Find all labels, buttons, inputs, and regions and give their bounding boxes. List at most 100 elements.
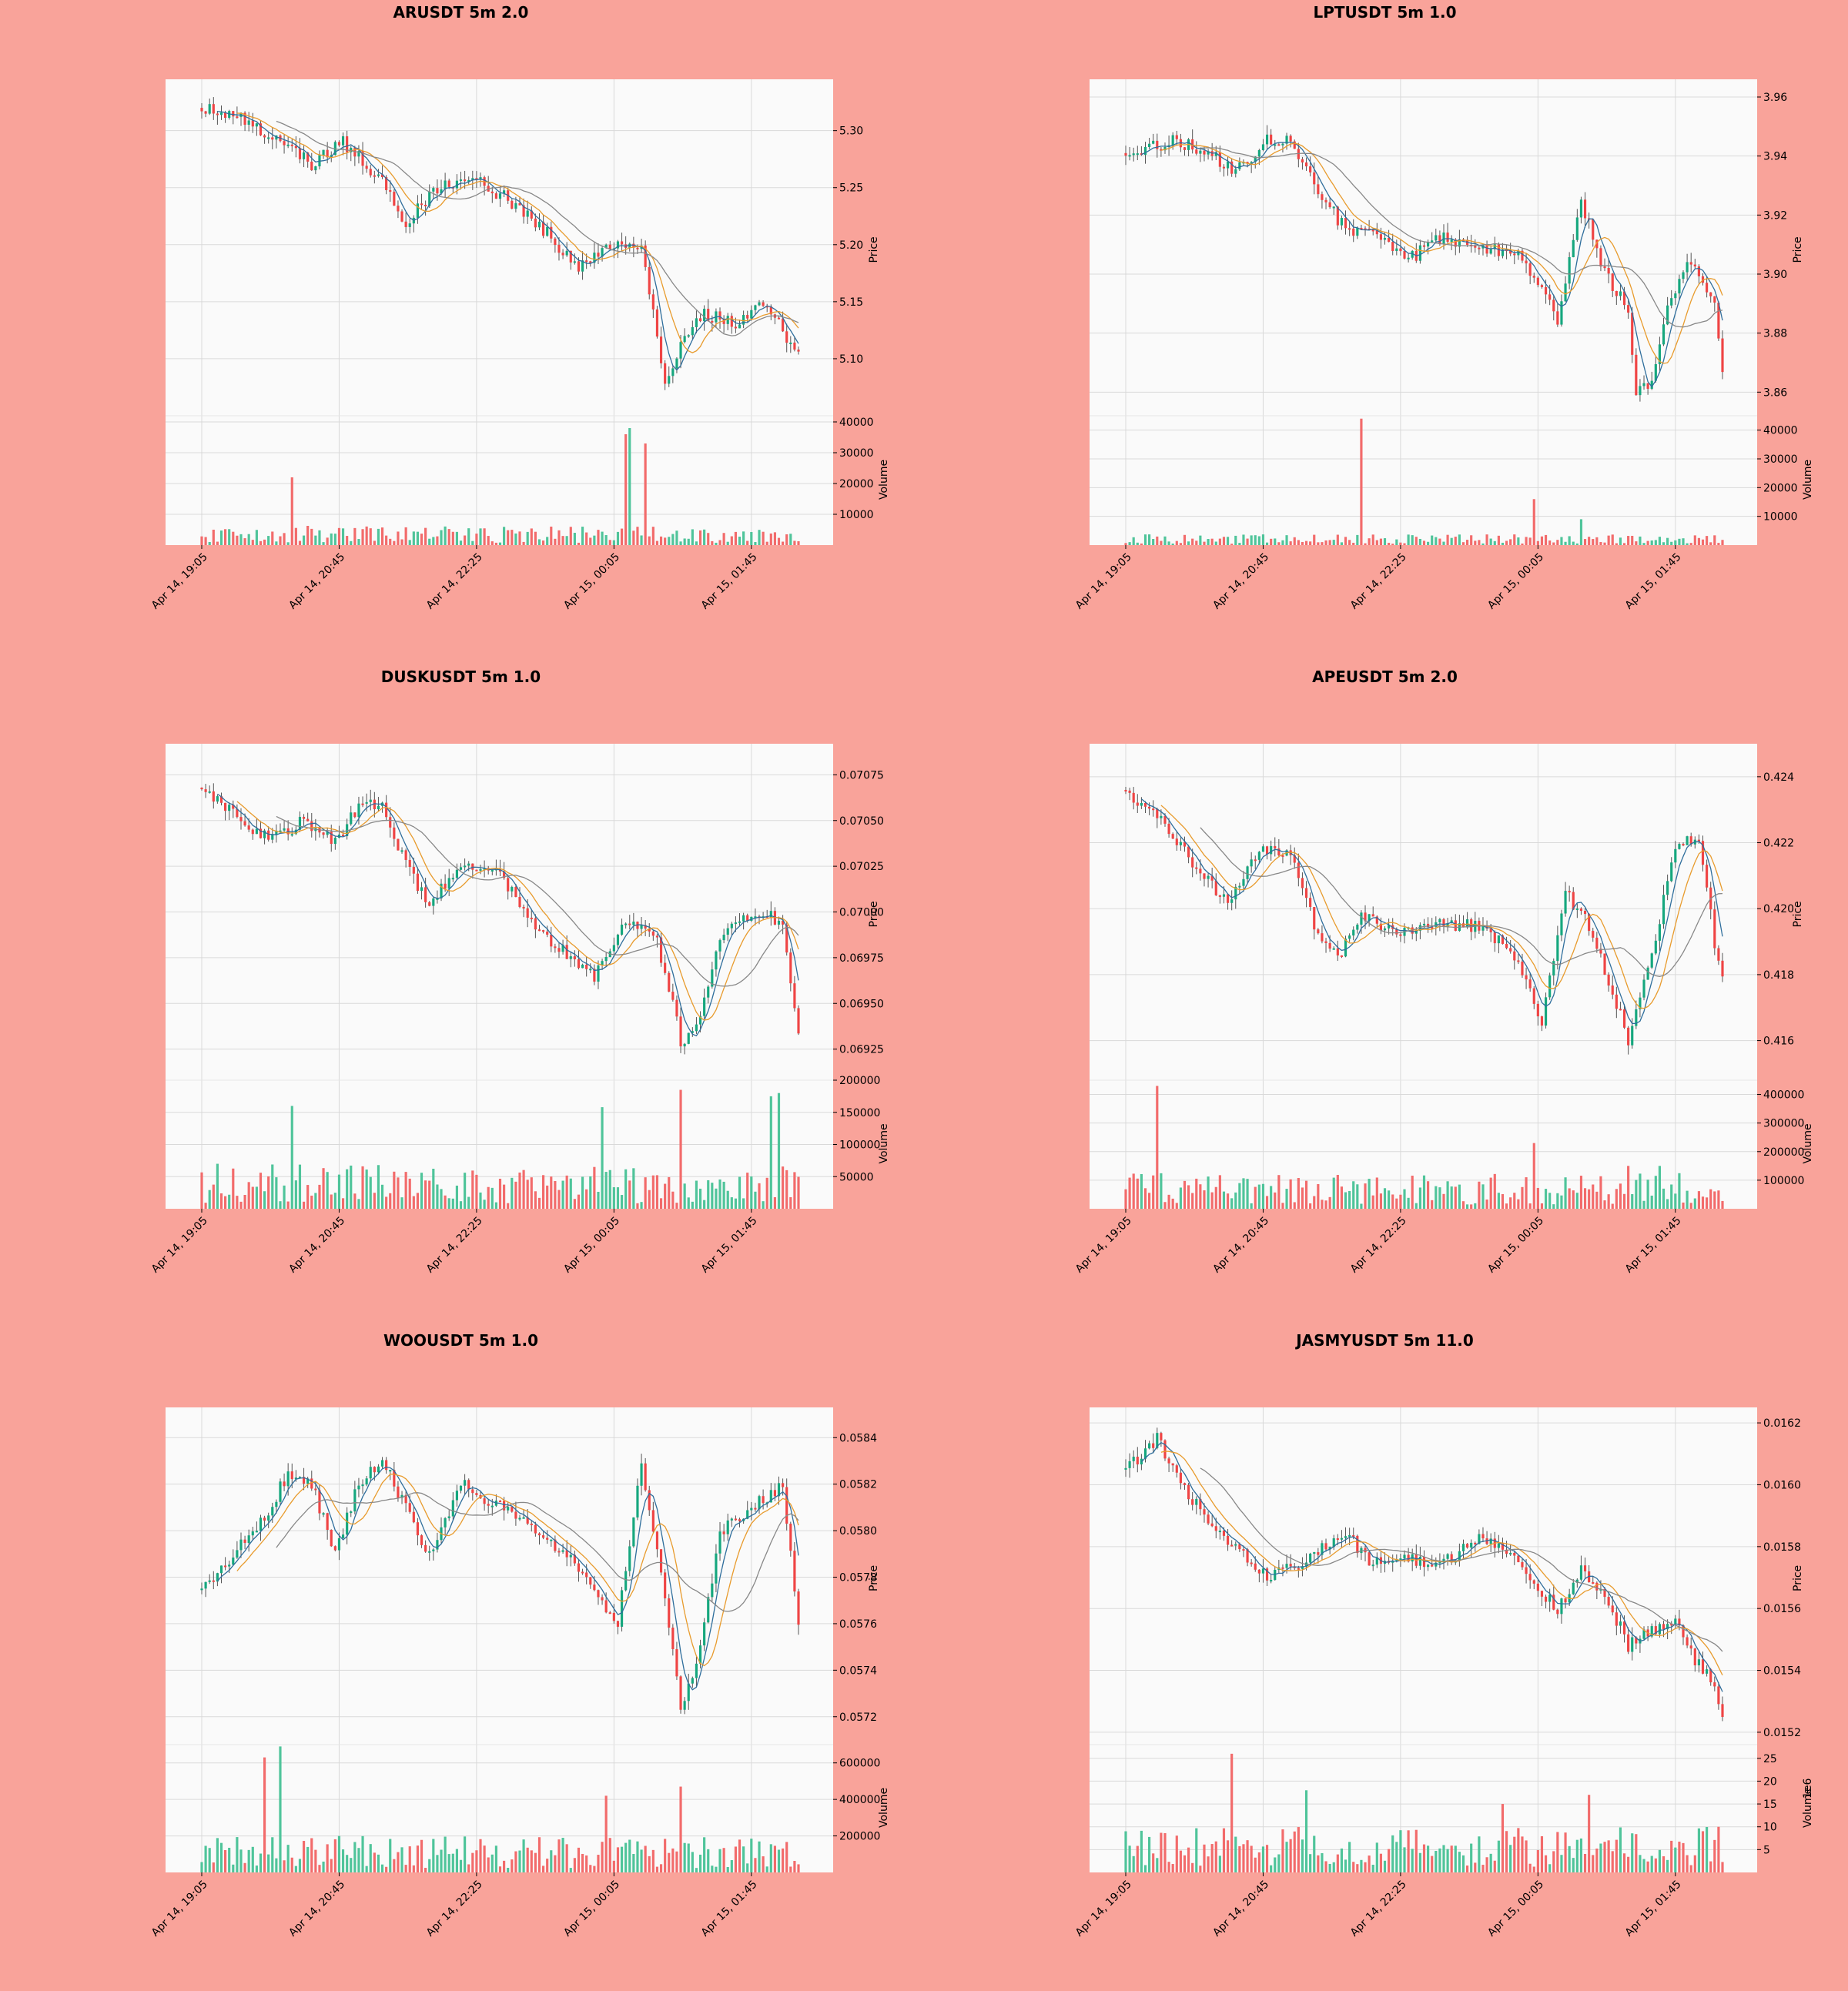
- volume-bar: [742, 1198, 745, 1209]
- candle-body: [546, 931, 549, 935]
- candle-body: [200, 1588, 203, 1591]
- candle-body: [232, 1558, 235, 1565]
- volume-bar: [1340, 542, 1344, 545]
- volume-bar: [561, 536, 564, 545]
- volume-bar: [1639, 1855, 1642, 1872]
- volume-tick-label: 400000: [1763, 1089, 1804, 1102]
- volume-bar: [1360, 1203, 1363, 1209]
- candle-body: [695, 318, 698, 327]
- candle-body: [1658, 1624, 1662, 1635]
- candle-body: [620, 924, 624, 935]
- volume-bar: [1509, 1197, 1512, 1209]
- candle-body: [1548, 1594, 1552, 1602]
- volume-bar: [651, 527, 654, 545]
- candle-body: [1368, 228, 1371, 230]
- volume-bar: [664, 1839, 667, 1872]
- candle-body: [298, 1477, 302, 1479]
- candle-body: [648, 1490, 651, 1511]
- candle-body: [628, 243, 631, 249]
- candle-body: [259, 1518, 263, 1531]
- candle-body: [589, 261, 592, 263]
- candle-body: [1230, 161, 1234, 174]
- volume-tick-label: 400000: [839, 1794, 880, 1806]
- volume-bar: [577, 1847, 581, 1872]
- candle-body: [698, 1645, 702, 1664]
- candle-body: [722, 319, 725, 324]
- volume-bar: [1442, 541, 1445, 545]
- candle-body: [1321, 933, 1324, 942]
- candle-body: [640, 1463, 643, 1486]
- volume-bar: [494, 542, 497, 545]
- candle-body: [397, 206, 400, 212]
- volume-bar: [1599, 542, 1602, 545]
- volume-bar: [1540, 536, 1544, 545]
- candle-body: [1517, 960, 1520, 962]
- volume-bar: [247, 1849, 250, 1872]
- candle-body: [416, 203, 420, 218]
- moving-average-line: [216, 1466, 799, 1691]
- candle-body: [369, 1467, 372, 1479]
- volume-bar: [314, 535, 317, 545]
- volume-bar: [216, 1838, 219, 1872]
- volume-bar: [483, 1845, 486, 1872]
- candle-body: [597, 253, 600, 257]
- candle-body: [436, 1540, 439, 1550]
- volume-bar: [785, 1170, 788, 1209]
- volume-bar: [1697, 1191, 1700, 1209]
- candle-body: [651, 1510, 654, 1532]
- volume-bar: [1301, 1187, 1304, 1209]
- volume-bar: [675, 530, 678, 545]
- x-tick-label: Apr 15, 00:05: [1485, 551, 1546, 612]
- candle-body: [1564, 283, 1567, 302]
- volume-bar: [267, 1176, 270, 1209]
- volume-bar: [687, 1843, 690, 1872]
- candle-body: [1250, 1562, 1253, 1564]
- volume-bar: [1160, 540, 1163, 545]
- candle-body: [1344, 218, 1348, 229]
- volume-bar: [1414, 1829, 1418, 1872]
- volume-bar: [341, 1198, 345, 1209]
- volume-bar: [397, 531, 400, 545]
- candle-body: [616, 935, 620, 945]
- volume-bar: [526, 1180, 529, 1209]
- candle-body: [1352, 1534, 1355, 1537]
- candle-body: [785, 1487, 788, 1524]
- volume-bar: [365, 1866, 368, 1872]
- candle-body: [707, 1597, 710, 1623]
- volume-bar: [393, 1171, 396, 1209]
- volume-bar: [1324, 1200, 1327, 1209]
- candle-body: [773, 1490, 776, 1497]
- volume-bar: [1226, 537, 1230, 545]
- candle-body: [271, 835, 274, 840]
- volume-bar: [1525, 1840, 1528, 1872]
- candle-body: [1497, 935, 1500, 944]
- candle-body: [357, 1485, 360, 1490]
- volume-bar: [1658, 537, 1662, 545]
- volume-bar: [275, 1177, 278, 1209]
- volume-tick-label: 200000: [1763, 1146, 1804, 1159]
- volume-bar: [1572, 1190, 1575, 1209]
- x-tick-label: Apr 14, 19:05: [1073, 1215, 1134, 1276]
- volume-bar: [1505, 1203, 1508, 1209]
- volume-bar: [1375, 1177, 1378, 1209]
- volume-bar: [212, 529, 215, 545]
- volume-bar: [1666, 1199, 1669, 1209]
- candle-body: [228, 1564, 231, 1567]
- volume-bar: [1313, 1196, 1316, 1209]
- candle-body: [514, 1511, 517, 1519]
- volume-bar: [346, 1855, 349, 1872]
- volume-bar: [1642, 1200, 1645, 1209]
- candle-body: [444, 883, 447, 889]
- candle-body: [1281, 1567, 1284, 1569]
- candle-body: [243, 1539, 246, 1543]
- candle-body: [1356, 228, 1359, 236]
- candle-body: [1238, 885, 1241, 888]
- price-tick-label: 3.86: [1763, 386, 1787, 399]
- volume-bar: [436, 1184, 439, 1209]
- volume-bar: [1191, 538, 1194, 545]
- volume-bar: [601, 1842, 604, 1872]
- volume-bar: [1583, 1853, 1587, 1872]
- volume-bar: [762, 531, 765, 545]
- volume-bar: [432, 1169, 435, 1209]
- volume-bar: [200, 536, 203, 545]
